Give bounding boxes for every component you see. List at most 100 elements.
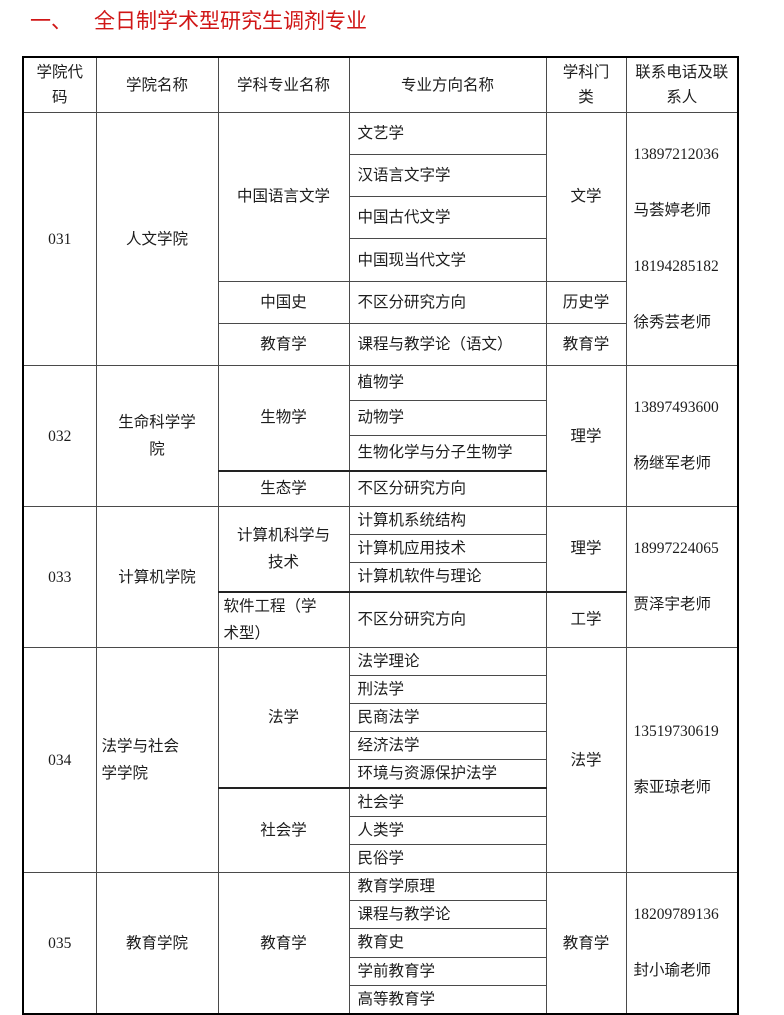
table-row: 035 教育学院 教育学 教育学原理 教育学 18209789136 封小瑜老师 xyxy=(22,871,739,1015)
table-header-row: 学院代 码 学院名称 学科专业名称 专业方向名称 学科门 类 联系电话及联 系人 xyxy=(22,56,739,113)
direction-cell: 计算机应用技术 xyxy=(348,534,547,564)
major-name-cell: 中国语言文学 xyxy=(217,112,350,282)
table-row: 刑法学 xyxy=(23,675,738,704)
direction-cell: 植物学 xyxy=(348,365,547,401)
direction-cell: 生物化学与分子生物学 xyxy=(348,434,547,472)
direction-cell: 环境与资源保护法学 xyxy=(348,759,547,789)
college-name-cell: 法学与社会 学学院 xyxy=(95,647,219,873)
table-row: 民商法学 xyxy=(23,703,738,732)
direction-cell: 课程与教学论 xyxy=(348,900,547,930)
contact-cell: 13897212036 马荟婷老师 18194285182 徐秀芸老师 xyxy=(625,112,739,366)
direction-cell: 不区分研究方向 xyxy=(348,280,547,324)
table-row: 034 法学与社会 学学院 法学 法学理论 法学 13519730619 索亚琼… xyxy=(22,647,739,873)
contact-phone: 18209789136 xyxy=(633,906,719,923)
direction-cell: 高等教育学 xyxy=(348,984,547,1015)
major-name-cell: 软件工程（学 术型） xyxy=(217,590,350,648)
college-code-cell: 031 xyxy=(22,112,97,366)
college-code-cell: 034 xyxy=(22,647,97,873)
header-college-name: 学院名称 xyxy=(95,56,219,113)
header-college-code: 学院代 码 xyxy=(22,56,97,113)
contact-cell: 18997224065 贾泽宇老师 xyxy=(625,506,739,648)
major-name-cell: 法学 xyxy=(217,647,350,789)
table-row: 人类学 xyxy=(23,816,738,845)
table-row: 环境与资源保护法学 xyxy=(23,759,738,789)
category-cell: 教育学 xyxy=(545,322,627,367)
direction-cell: 计算机软件与理论 xyxy=(348,562,547,593)
contact-person: 马荟婷老师 xyxy=(633,202,712,219)
direction-cell: 文艺学 xyxy=(348,111,547,156)
contact-person: 封小瑜老师 xyxy=(633,962,712,979)
direction-cell: 教育史 xyxy=(348,928,547,958)
table-row: 计算机软件与理论 xyxy=(23,562,738,593)
header-direction-name: 专业方向名称 xyxy=(348,56,547,113)
contact-cell: 13897493600 杨继军老师 xyxy=(625,365,739,507)
transfer-majors-table: 学院代 码 学院名称 学科专业名称 专业方向名称 学科门 类 联系电话及联 系人… xyxy=(22,56,739,1015)
category-cell: 历史学 xyxy=(545,280,627,324)
page-title: 一、 全日制学术型研究生调剂专业 xyxy=(0,0,784,35)
direction-cell: 刑法学 xyxy=(348,675,547,704)
contact-person: 贾泽宇老师 xyxy=(633,596,712,613)
college-name-cell: 教育学院 xyxy=(95,872,219,1015)
major-name-cell: 生态学 xyxy=(217,469,350,507)
table-row: 经济法学 xyxy=(23,731,738,760)
table-row: 软件工程（学 术型） 不区分研究方向 工学 xyxy=(23,590,738,648)
college-name-cell: 人文学院 xyxy=(95,112,219,366)
contact-person: 徐秀芸老师 xyxy=(633,314,712,331)
contact-person: 索亚琼老师 xyxy=(633,779,712,796)
college-code-cell: 035 xyxy=(22,872,97,1015)
direction-cell: 民俗学 xyxy=(348,844,547,873)
direction-cell: 人类学 xyxy=(348,816,547,845)
contact-person: 杨继军老师 xyxy=(633,455,712,472)
contact-phone: 18194285182 xyxy=(633,258,719,275)
direction-cell: 民商法学 xyxy=(348,703,547,732)
major-name-cell: 中国史 xyxy=(217,280,350,324)
category-cell: 理学 xyxy=(545,365,627,507)
direction-cell: 动物学 xyxy=(348,399,547,436)
contact-cell: 18209789136 封小瑜老师 xyxy=(625,872,739,1015)
direction-cell: 中国古代文学 xyxy=(348,196,547,240)
contact-phone: 13519730619 xyxy=(633,723,719,740)
header-contact: 联系电话及联 系人 xyxy=(625,56,739,113)
contact-phone: 13897212036 xyxy=(633,146,719,163)
title-numbering: 一、 xyxy=(30,9,72,33)
category-cell: 教育学 xyxy=(545,872,627,1015)
category-cell: 理学 xyxy=(545,505,627,593)
table-row: 教育学 课程与教学论（语文） 教育学 xyxy=(23,322,738,367)
category-cell: 工学 xyxy=(545,590,627,648)
category-cell: 文学 xyxy=(545,112,627,282)
contact-phone: 13897493600 xyxy=(633,399,719,416)
direction-cell: 教育学原理 xyxy=(348,871,547,902)
table-row: 033 计算机学院 计算机科学与 技术 计算机系统结构 理学 189972240… xyxy=(22,505,739,648)
direction-cell: 法学理论 xyxy=(348,647,547,676)
major-name-cell: 教育学 xyxy=(217,872,350,1015)
table-row: 汉语言文字学 xyxy=(23,154,738,198)
table-row: 计算机应用技术 xyxy=(23,534,738,564)
direction-cell: 汉语言文字学 xyxy=(348,154,547,198)
college-name-cell: 生命科学学 院 xyxy=(95,365,219,507)
contact-cell: 13519730619 索亚琼老师 xyxy=(625,647,739,873)
college-code-cell: 032 xyxy=(22,365,97,507)
direction-cell: 不区分研究方向 xyxy=(348,469,547,507)
table-row: 社会学 社会学 xyxy=(23,787,738,873)
category-cell: 法学 xyxy=(545,647,627,873)
contact-phone: 18997224065 xyxy=(633,540,719,557)
direction-cell: 不区分研究方向 xyxy=(348,590,547,648)
header-major-name: 学科专业名称 xyxy=(217,56,350,113)
header-category: 学科门 类 xyxy=(545,56,627,113)
table-row: 中国史 不区分研究方向 历史学 xyxy=(23,280,738,324)
direction-cell: 计算机系统结构 xyxy=(348,505,547,536)
major-name-cell: 教育学 xyxy=(217,322,350,367)
table-row: 031 人文学院 中国语言文学 文艺学 文学 13897212036 马荟婷老师… xyxy=(22,111,739,366)
direction-cell: 中国现当代文学 xyxy=(348,238,547,282)
table-row: 中国古代文学 xyxy=(23,196,738,240)
table-row: 生物化学与分子生物学 xyxy=(23,434,738,472)
title-text: 全日制学术型研究生调剂专业 xyxy=(94,9,367,33)
table-row: 032 生命科学学 院 生物学 植物学 理学 13897493600 杨继军老师 xyxy=(22,364,739,507)
direction-cell: 学前教育学 xyxy=(348,956,547,986)
major-name-cell: 生物学 xyxy=(217,364,350,472)
direction-cell: 社会学 xyxy=(348,787,547,817)
college-name-cell: 计算机学院 xyxy=(95,506,219,648)
major-name-cell: 社会学 xyxy=(217,787,350,873)
table-row: 动物学 xyxy=(23,399,738,436)
